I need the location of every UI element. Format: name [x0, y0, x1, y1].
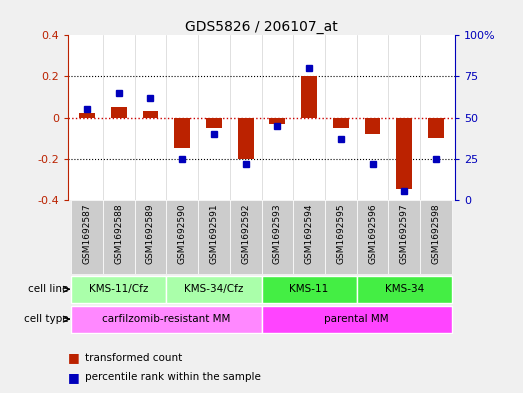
Text: GSM1692598: GSM1692598	[431, 204, 440, 264]
Bar	[79, 114, 95, 118]
Text: KMS-34: KMS-34	[384, 284, 424, 294]
Bar	[103, 200, 134, 274]
Bar	[428, 118, 444, 138]
Text: GSM1692593: GSM1692593	[273, 204, 282, 264]
Text: parental MM: parental MM	[324, 314, 389, 324]
Bar	[166, 200, 198, 274]
Bar	[293, 200, 325, 274]
Bar	[134, 200, 166, 274]
Bar	[143, 111, 158, 118]
Title: GDS5826 / 206107_at: GDS5826 / 206107_at	[185, 20, 338, 34]
Bar	[230, 200, 262, 274]
Bar	[269, 118, 285, 124]
Bar	[262, 306, 452, 332]
Text: GSM1692589: GSM1692589	[146, 204, 155, 264]
Bar	[206, 118, 222, 128]
Bar	[71, 306, 262, 332]
Text: GSM1692591: GSM1692591	[209, 204, 219, 264]
Text: GSM1692588: GSM1692588	[114, 204, 123, 264]
Bar	[396, 118, 412, 189]
Bar	[389, 200, 420, 274]
Text: KMS-11: KMS-11	[289, 284, 329, 294]
Bar	[174, 118, 190, 148]
Bar	[262, 276, 357, 303]
Text: carfilzomib-resistant MM: carfilzomib-resistant MM	[102, 314, 231, 324]
Bar	[365, 118, 380, 134]
Bar	[71, 200, 103, 274]
Text: ■: ■	[68, 351, 79, 364]
Text: GSM1692592: GSM1692592	[241, 204, 250, 264]
Bar	[198, 200, 230, 274]
Bar	[111, 107, 127, 118]
Text: KMS-34/Cfz: KMS-34/Cfz	[184, 284, 244, 294]
Text: GSM1692587: GSM1692587	[83, 204, 92, 264]
Text: cell line: cell line	[28, 284, 69, 294]
Bar	[301, 76, 317, 118]
Bar	[238, 118, 254, 158]
Bar	[333, 118, 349, 128]
Bar	[262, 200, 293, 274]
Bar	[357, 276, 452, 303]
Text: GSM1692590: GSM1692590	[178, 204, 187, 264]
Bar	[325, 200, 357, 274]
Text: GSM1692596: GSM1692596	[368, 204, 377, 264]
Text: GSM1692594: GSM1692594	[304, 204, 314, 264]
Bar	[420, 200, 452, 274]
Text: KMS-11/Cfz: KMS-11/Cfz	[89, 284, 149, 294]
Text: ■: ■	[68, 371, 79, 384]
Bar	[166, 276, 262, 303]
Bar	[71, 276, 166, 303]
Text: GSM1692597: GSM1692597	[400, 204, 409, 264]
Bar	[357, 200, 389, 274]
Text: transformed count: transformed count	[85, 353, 182, 363]
Text: percentile rank within the sample: percentile rank within the sample	[85, 372, 260, 382]
Text: cell type: cell type	[24, 314, 69, 324]
Text: GSM1692595: GSM1692595	[336, 204, 345, 264]
